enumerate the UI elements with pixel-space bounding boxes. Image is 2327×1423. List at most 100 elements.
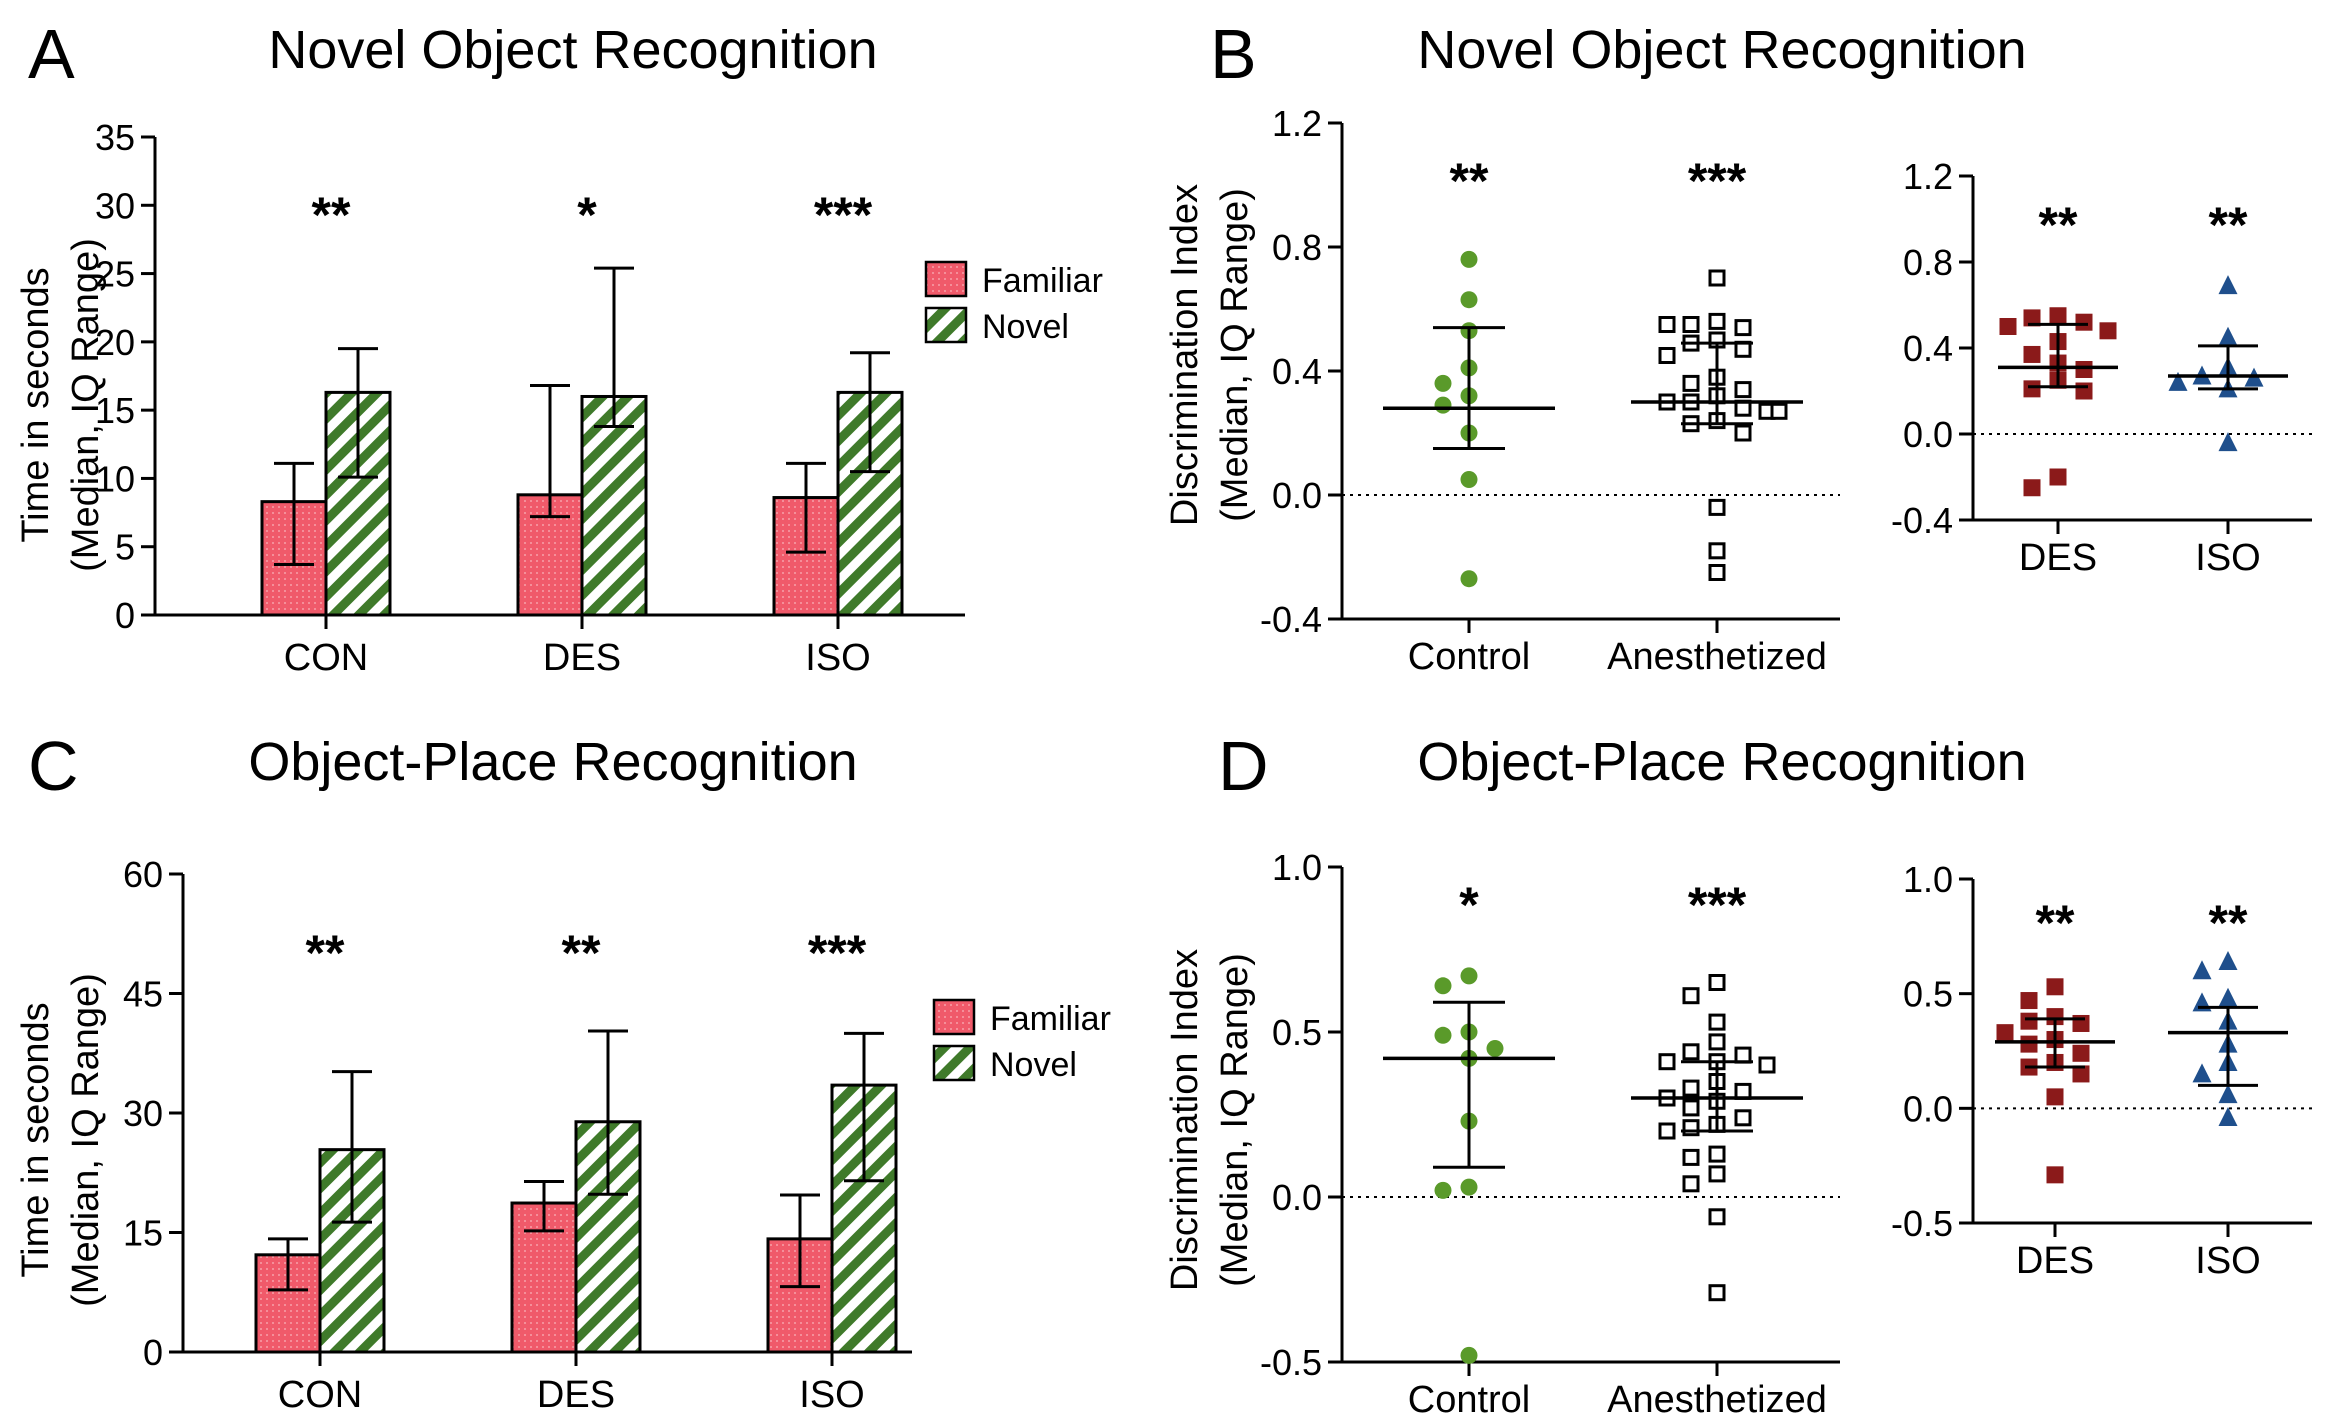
panel-d-inset-significance: ** bbox=[2036, 895, 2075, 951]
legend-familiar-label: Familiar bbox=[990, 1000, 1111, 1038]
panel-d-inset-y-tick-label: 1.0 bbox=[1903, 859, 1953, 900]
panel-d-data-point bbox=[1434, 1026, 1452, 1044]
panel-d-scatter-chart: -0.5 0.0 0.5 1.0 Control * Anesthetized *** bbox=[1260, 847, 1840, 1421]
panel-d-inset-data-point bbox=[2072, 1044, 2090, 1062]
panel-d-data-point bbox=[1682, 1119, 1700, 1137]
legend-novel-swatch bbox=[924, 306, 968, 344]
panel-b-inset-significance: ** bbox=[2039, 197, 2078, 253]
panel-d-title: Object-Place Recognition bbox=[1417, 732, 2026, 792]
panel-b-data-point bbox=[1434, 396, 1452, 414]
panel-b-inset-data-point bbox=[2075, 382, 2093, 400]
panel-c-significance: ** bbox=[562, 925, 601, 981]
panel-d-data-point bbox=[1734, 1046, 1752, 1064]
panel-b-data-point bbox=[1708, 564, 1726, 581]
panel-a-y-tick-label: 0 bbox=[115, 595, 135, 636]
panel-b-inset-data-point bbox=[2075, 313, 2093, 331]
panel-b-inset-y-tick-label: 1.2 bbox=[1903, 156, 1953, 197]
panel-b-ylabel: Discrimination Index bbox=[1164, 184, 1206, 526]
panel-d-data-point bbox=[1682, 1175, 1700, 1193]
panel-d-data-point bbox=[1708, 1033, 1726, 1051]
panel-a-y-tick-label: 15 bbox=[95, 390, 135, 431]
panel-d-inset-data-point bbox=[2218, 1084, 2238, 1104]
panel-b-inset-data-point bbox=[2049, 468, 2067, 486]
panel-d-ylabel: Discrimination Index bbox=[1164, 949, 1206, 1291]
panel-c-y-tick-label: 60 bbox=[123, 854, 163, 895]
panel-d-inset-data-point bbox=[2020, 992, 2038, 1010]
panel-c-y-tick-label: 15 bbox=[123, 1213, 163, 1254]
panel-c-bar-chart: 0 15 30 45 60 CON ** DES ** ISO *** bbox=[123, 854, 912, 1416]
panel-d-significance: * bbox=[1459, 877, 1479, 933]
panel-b-data-point bbox=[1682, 316, 1700, 333]
panel-d-data-point bbox=[1460, 1346, 1478, 1364]
panel-b-data-point bbox=[1460, 570, 1478, 588]
panel-b-y-tick-label: -0.4 bbox=[1260, 599, 1322, 640]
panel-b-inset-chart: -0.4 0.0 0.4 0.8 1.2 DES ** ISO ** bbox=[1891, 156, 2312, 579]
panel-b-inset-significance: ** bbox=[2209, 197, 2248, 253]
panel-b-significance: ** bbox=[1450, 153, 1489, 209]
panel-b-data-point bbox=[1460, 471, 1478, 488]
panel-d-significance: *** bbox=[1688, 877, 1747, 933]
panel-b-data-point bbox=[1658, 316, 1676, 333]
panel-d-inset-data-point bbox=[2020, 1012, 2038, 1030]
panel-b-inset-y-tick-label: 0.4 bbox=[1903, 328, 1953, 369]
panel-d-data-point bbox=[1682, 1148, 1700, 1166]
panel-d-data-point bbox=[1658, 1122, 1676, 1140]
panel-a-ylabel2: (Median, IQ Range) bbox=[65, 238, 107, 572]
panel-b-y-tick-label: 0.0 bbox=[1272, 475, 1322, 516]
panel-label-c: C bbox=[28, 727, 79, 805]
panel-b-data-point bbox=[1460, 250, 1478, 268]
panel-b-inset-data-point bbox=[2075, 361, 2093, 378]
panel-a-y-tick-label: 25 bbox=[95, 254, 135, 295]
panel-a-bar-novel bbox=[580, 394, 648, 617]
panel-a-bar-novel bbox=[324, 390, 392, 617]
panel-b-inset-data-point bbox=[2023, 345, 2041, 363]
panel-d-ylabel2: (Median, IQ Range) bbox=[1214, 953, 1256, 1287]
panel-b-x-tick-label: Anesthetized bbox=[1607, 636, 1827, 678]
panel-b-inset-data-point bbox=[2218, 432, 2238, 452]
panel-b-inset-data-point bbox=[2023, 309, 2041, 327]
panel-c-title: Object-Place Recognition bbox=[248, 732, 857, 792]
panel-c-legend: Familiar Novel bbox=[932, 998, 1111, 1084]
panel-b-inset-x-tick-label: ISO bbox=[2195, 537, 2260, 579]
panel-d-data-point bbox=[1658, 1053, 1676, 1071]
panel-d-data-point bbox=[1708, 1145, 1726, 1163]
panel-a-ylabel: Time in seconds bbox=[15, 267, 57, 542]
panel-a-y-tick-label: 30 bbox=[95, 185, 135, 226]
panel-b-inset-data-point bbox=[2218, 275, 2238, 295]
panel-a-y-tick-label: 20 bbox=[95, 322, 135, 363]
panel-a-bar-chart: 0 5 10 15 20 25 30 35 CON ** DES * ISO *** bbox=[95, 117, 965, 679]
panel-d-inset-x-tick-label: DES bbox=[2016, 1240, 2094, 1282]
panel-b-inset-data-point bbox=[2099, 322, 2117, 340]
panel-a-significance: ** bbox=[312, 187, 351, 243]
panel-d-y-tick-label: 0.0 bbox=[1272, 1177, 1322, 1218]
panel-c-ylabel2: (Median, IQ Range) bbox=[65, 973, 107, 1307]
panel-b-y-tick-label: 0.4 bbox=[1272, 351, 1322, 392]
panel-a-x-tick-label: DES bbox=[543, 637, 621, 679]
panel-a-x-tick-label: CON bbox=[284, 637, 368, 679]
panel-d-data-point bbox=[1434, 1181, 1452, 1199]
panel-d-data-point bbox=[1682, 1079, 1700, 1097]
panel-b-data-point bbox=[1708, 312, 1726, 330]
panel-a-y-tick-label: 35 bbox=[95, 117, 135, 158]
panel-b-data-point bbox=[1658, 347, 1676, 364]
panel-a-x-tick-label: ISO bbox=[805, 637, 870, 679]
panel-c-significance: *** bbox=[808, 925, 867, 981]
panel-d-data-point bbox=[1460, 967, 1478, 985]
panel-d-data-point bbox=[1708, 1165, 1726, 1183]
panel-b-inset-data-point bbox=[2168, 371, 2188, 391]
panel-d-inset-data-point bbox=[2192, 1063, 2212, 1083]
panel-b-data-point bbox=[1682, 374, 1700, 392]
panel-d-data-point bbox=[1460, 1178, 1478, 1196]
panel-b-significance: *** bbox=[1688, 153, 1747, 209]
panel-b-inset-data-point bbox=[2218, 326, 2238, 346]
panel-a-significance: * bbox=[577, 187, 597, 243]
panel-b-data-point bbox=[1434, 374, 1452, 392]
panel-d-data-point bbox=[1708, 974, 1726, 991]
panel-b-inset-y-tick-label: -0.4 bbox=[1891, 500, 1953, 541]
panel-d-y-tick-label: 1.0 bbox=[1272, 847, 1322, 888]
panel-b-inset-x-tick-label: DES bbox=[2019, 537, 2097, 579]
panel-b-data-point bbox=[1708, 542, 1726, 560]
panel-d-inset-y-tick-label: 0.0 bbox=[1903, 1088, 1953, 1129]
legend-novel-swatch bbox=[932, 1044, 976, 1082]
panel-d-data-point bbox=[1682, 1043, 1700, 1061]
